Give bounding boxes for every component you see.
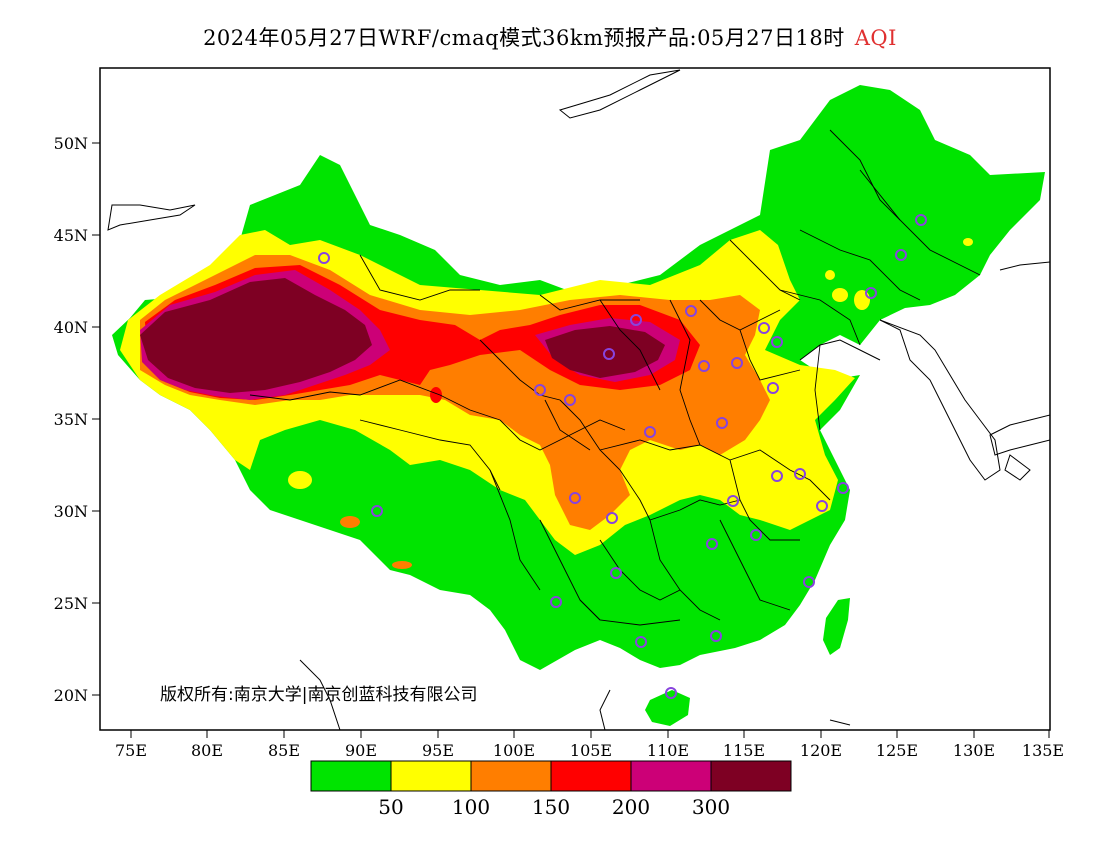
station-marker	[771, 336, 783, 348]
station-marker	[767, 382, 779, 394]
title-variable: AQI	[854, 26, 897, 50]
station-marker	[803, 576, 815, 588]
station-marker	[318, 252, 330, 264]
lat-label: 25N	[54, 594, 88, 613]
lat-label: 40N	[54, 318, 88, 337]
lon-label: 130E	[953, 741, 995, 760]
aqi-spot	[430, 387, 442, 403]
legend-swatch-moderate	[390, 760, 472, 792]
station-marker	[564, 394, 576, 406]
legend-label: 200	[611, 795, 651, 819]
aqi-spot	[288, 471, 312, 489]
station-marker	[606, 512, 618, 524]
lon-label: 120E	[800, 741, 842, 760]
lon-label: 80E	[191, 741, 223, 760]
legend-colorbar	[310, 760, 792, 792]
station-marker	[794, 468, 806, 480]
station-marker	[895, 249, 907, 261]
lon-label: 75E	[115, 741, 147, 760]
station-marker	[685, 305, 697, 317]
title-text: 2024年05月27日WRF/cmaq模式36km预报产品:05月27日18时	[203, 26, 845, 50]
legend-swatch-hazardous	[710, 760, 792, 792]
station-marker	[915, 214, 927, 226]
lon-label: 135E	[1022, 741, 1064, 760]
province-boundaries	[249, 129, 981, 626]
station-marker	[569, 492, 581, 504]
lat-label: 35N	[54, 410, 88, 429]
station-marker	[771, 470, 783, 482]
station-marker	[750, 529, 762, 541]
lat-label: 30N	[54, 502, 88, 521]
station-marker	[603, 348, 615, 360]
lon-label: 110E	[647, 741, 689, 760]
station-marker	[371, 505, 383, 517]
station-markers	[318, 214, 927, 699]
station-marker	[635, 636, 647, 648]
lon-labels: 75E 80E 85E 90E 95E 100E 105E 110E 115E …	[115, 741, 1064, 760]
station-marker	[706, 538, 718, 550]
lon-label: 105E	[570, 741, 612, 760]
station-marker	[727, 495, 739, 507]
map-area	[107, 69, 1050, 730]
aqi-spot	[832, 288, 848, 302]
station-marker	[816, 500, 828, 512]
station-marker	[731, 357, 743, 369]
station-marker	[644, 426, 656, 438]
station-marker	[758, 322, 770, 334]
lon-axis	[130, 730, 1050, 738]
legend-label: 100	[451, 795, 491, 819]
aqi-spot	[825, 270, 835, 280]
lat-label: 50N	[54, 134, 88, 153]
legend-swatch-good	[310, 760, 392, 792]
legend-swatch-unhealthy	[550, 760, 632, 792]
legend-label: 50	[378, 795, 404, 819]
legend-swatch-sensitive	[470, 760, 552, 792]
legend-swatch-very-unhealthy	[630, 760, 712, 792]
lon-label: 100E	[493, 741, 535, 760]
station-marker	[610, 567, 622, 579]
legend-label: 150	[531, 795, 571, 819]
copyright-notice: 版权所有:南京大学|南京创蓝科技有限公司	[160, 685, 478, 705]
lon-label: 95E	[422, 741, 454, 760]
aqi-spot	[963, 238, 973, 246]
lat-label: 20N	[54, 686, 88, 705]
station-marker	[865, 287, 877, 299]
station-marker	[698, 360, 710, 372]
legend-labels: 50 100 150 200 300	[0, 795, 1100, 819]
station-marker	[630, 314, 642, 326]
hainan-island	[645, 690, 690, 726]
map-frame	[99, 67, 1051, 731]
lat-axis	[92, 142, 100, 696]
station-marker	[665, 687, 677, 699]
lat-label: 45N	[54, 226, 88, 245]
aqi-spot	[392, 561, 412, 569]
aqi-zone-hazardous	[140, 278, 665, 393]
station-marker	[716, 417, 728, 429]
map-title: 2024年05月27日WRF/cmaq模式36km预报产品:05月27日18时 A…	[0, 22, 1100, 52]
lat-labels: 50N 45N 40N 35N 30N 25N 20N	[54, 134, 88, 705]
taiwan-island	[823, 598, 850, 655]
lon-label: 115E	[723, 741, 765, 760]
lon-label: 90E	[345, 741, 377, 760]
station-marker	[837, 482, 849, 494]
coastlines	[107, 69, 1050, 730]
legend-label: 300	[691, 795, 731, 819]
aqi-spot	[340, 516, 360, 528]
aqi-spot	[854, 290, 870, 310]
lon-label: 85E	[268, 741, 300, 760]
lon-label: 125E	[876, 741, 918, 760]
station-marker	[550, 596, 562, 608]
station-marker	[534, 384, 546, 396]
station-marker	[710, 630, 722, 642]
